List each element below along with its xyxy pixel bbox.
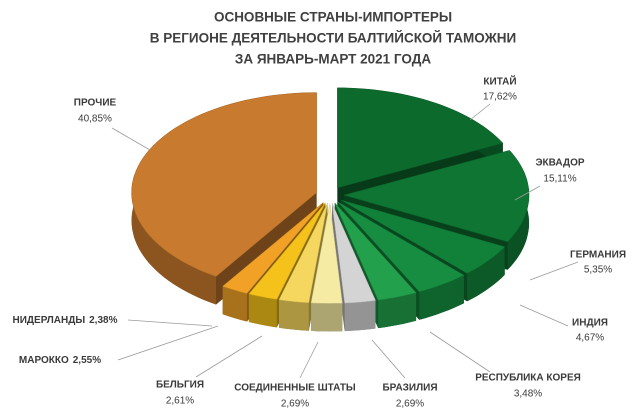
value-label: 4,67% xyxy=(576,333,604,344)
category-label: БЕЛЬГИЯ xyxy=(156,380,204,391)
value-label: 40,85% xyxy=(78,114,112,125)
leader-line xyxy=(111,127,151,151)
category-label: РЕСПУБЛИКА КОРЕЯ xyxy=(475,373,581,384)
slice-side xyxy=(378,292,417,329)
data-label: НИДЕРЛАНДЫ 2,38% xyxy=(13,315,118,326)
slice-side xyxy=(344,300,376,332)
chart-title: В РЕГИОНЕ ДЕЯТЕЛЬНОСТИ БАЛТИЙСКОЙ ТАМОЖН… xyxy=(150,31,517,46)
value-label: 15,11% xyxy=(543,174,576,185)
leader-line xyxy=(469,103,491,121)
value-label: 2,61% xyxy=(166,396,194,407)
slice xyxy=(334,202,417,301)
chart-title: ЗА ЯНВАРЬ-МАРТ 2021 ГОДА xyxy=(235,52,431,67)
value-label: 2,69% xyxy=(396,399,424,410)
slice-side xyxy=(467,246,505,302)
slice xyxy=(131,92,317,277)
category-label: ПРОЧИЕ xyxy=(74,98,117,109)
category-label: ЭКВАДОР xyxy=(535,158,584,169)
slice-side xyxy=(311,302,343,332)
labels: КИТАЙ 17,62% ЭКВАДОР 15,11% ГЕРМАНИЯ 5,35% ИНД… xyxy=(13,75,627,410)
leader-line xyxy=(514,185,541,201)
slice-side xyxy=(279,299,309,331)
slice-side xyxy=(419,275,464,320)
leader-line xyxy=(519,304,569,327)
category-label: БРАЗИЛИЯ xyxy=(382,383,437,394)
leader-line xyxy=(195,335,263,378)
slice xyxy=(340,199,506,274)
value-label: 2,69% xyxy=(281,399,309,410)
slice xyxy=(331,203,376,304)
slice xyxy=(337,201,465,292)
leader-line xyxy=(127,319,213,327)
data-label: МАРОККО 2,55% xyxy=(19,355,101,366)
slice xyxy=(310,203,343,304)
chart-title: ОСНОВНЫЕ СТРАНЫ-ИМПОРТЕРЫ xyxy=(214,10,452,25)
slice-side xyxy=(248,294,277,328)
category-label: СОЕДИНЕННЫЕ ШТАТЫ xyxy=(234,383,356,394)
category-label: КИТАЙ xyxy=(483,75,516,88)
slice xyxy=(343,150,530,243)
slice xyxy=(278,203,328,303)
value-label: 2,55% xyxy=(73,355,101,366)
value-label: 17,62% xyxy=(483,92,517,103)
slice-side xyxy=(222,286,247,322)
value-label: 3,48% xyxy=(514,389,542,400)
leader-line xyxy=(299,341,319,379)
leader-line xyxy=(117,325,219,361)
category-label: МАРОККО xyxy=(19,355,69,366)
slice xyxy=(248,202,326,300)
slice xyxy=(337,87,504,189)
category-label: ИНДИЯ xyxy=(572,318,608,329)
category-label: ГЕРМАНИЯ xyxy=(570,250,626,261)
pie xyxy=(131,87,530,332)
chart-title-group: ОСНОВНЫЕ СТРАНЫ-ИМПОРТЕРЫ В РЕГИОНЕ ДЕЯТЕ… xyxy=(150,10,517,67)
leader-line xyxy=(371,339,406,379)
slice xyxy=(222,202,324,294)
category-label: НИДЕРЛАНДЫ xyxy=(13,315,86,326)
value-label: 5,35% xyxy=(584,265,612,276)
leader-line xyxy=(429,331,491,373)
leader-line xyxy=(529,261,579,281)
value-label: 2,38% xyxy=(89,315,117,326)
